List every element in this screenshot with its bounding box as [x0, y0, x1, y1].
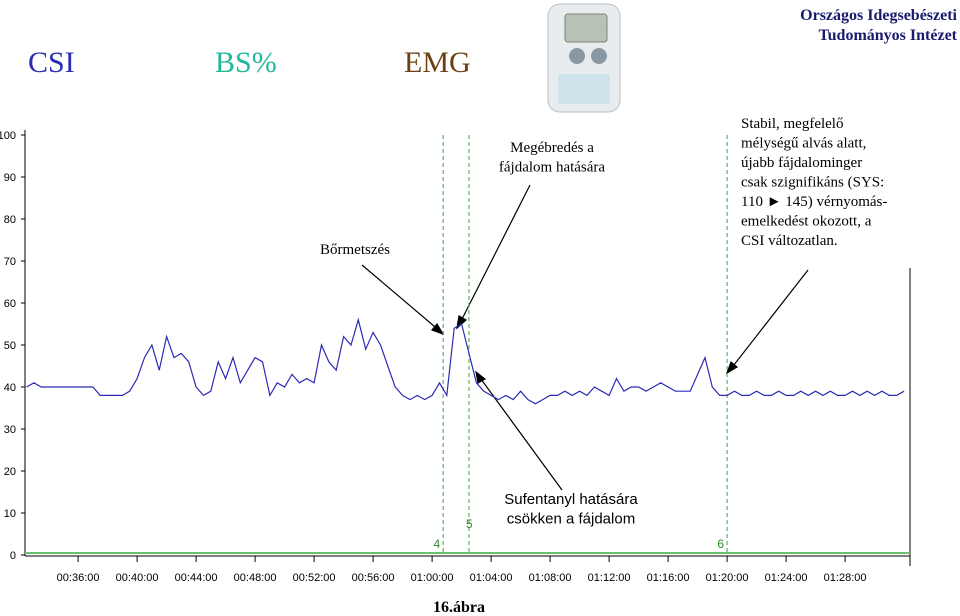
x-tick-label: 01:08:00 — [529, 572, 572, 584]
annotation: újabb fájdalominger — [741, 155, 862, 171]
header-label: BS% — [215, 46, 277, 79]
x-tick-label: 01:00:00 — [411, 572, 454, 584]
x-tick-label: 01:24:00 — [765, 572, 808, 584]
x-tick-label: 01:12:00 — [588, 572, 631, 584]
y-tick-label: 100 — [0, 130, 16, 142]
y-tick-label: 50 — [4, 340, 16, 352]
y-tick-label: 30 — [4, 424, 16, 436]
y-tick-label: 0 — [10, 550, 16, 562]
x-tick-label: 01:04:00 — [470, 572, 513, 584]
annotation: Sufentanyl hatására — [504, 491, 638, 508]
data-line — [26, 317, 905, 405]
annotation: fájdalom hatására — [499, 160, 606, 176]
x-tick-label: 00:48:00 — [234, 572, 277, 584]
y-tick-label: 90 — [4, 172, 16, 184]
x-tick-label: 00:56:00 — [352, 572, 395, 584]
y-tick-label: 70 — [4, 256, 16, 268]
annotation: mélységű alvás alatt, — [741, 136, 866, 152]
marker-label: 4 — [433, 537, 440, 551]
annotation: Stabil, megfelelő — [741, 116, 843, 132]
institute: Tudományos Intézet — [818, 27, 957, 44]
device-image — [547, 3, 621, 113]
x-tick-label: 01:28:00 — [824, 572, 867, 584]
marker-label: 6 — [717, 537, 724, 551]
annotation: csökken a fájdalom — [507, 511, 635, 528]
annotation: 110 ► 145) vérnyomás- — [741, 194, 887, 210]
annotation: csak szignifikáns (SYS: — [741, 175, 884, 191]
x-tick-label: 00:40:00 — [116, 572, 159, 584]
arrows — [361, 184, 809, 491]
annotation: CSI változatlan. — [741, 233, 838, 249]
caption: 16.ábra — [433, 599, 485, 616]
x-tick-label: 01:16:00 — [647, 572, 690, 584]
x-tick-label: 00:36:00 — [57, 572, 100, 584]
annotation: Megébredés a — [510, 140, 594, 156]
institute: Országos Idegsebészeti — [800, 7, 957, 24]
header-label: EMG — [404, 46, 471, 79]
y-tick-label: 20 — [4, 466, 16, 478]
y-tick-label: 40 — [4, 382, 16, 394]
x-tick-label: 00:44:00 — [175, 572, 218, 584]
marker-label: 5 — [466, 517, 473, 531]
y-tick-label: 10 — [4, 508, 16, 520]
x-tick-label: 00:52:00 — [293, 572, 336, 584]
series-label: CSI — [28, 46, 75, 79]
y-tick-label: 60 — [4, 298, 16, 310]
annotation: emelkedést okozott, a — [741, 214, 872, 230]
y-tick-label: 80 — [4, 214, 16, 226]
x-tick-label: 01:20:00 — [706, 572, 749, 584]
annotation: Bőrmetszés — [320, 242, 390, 258]
